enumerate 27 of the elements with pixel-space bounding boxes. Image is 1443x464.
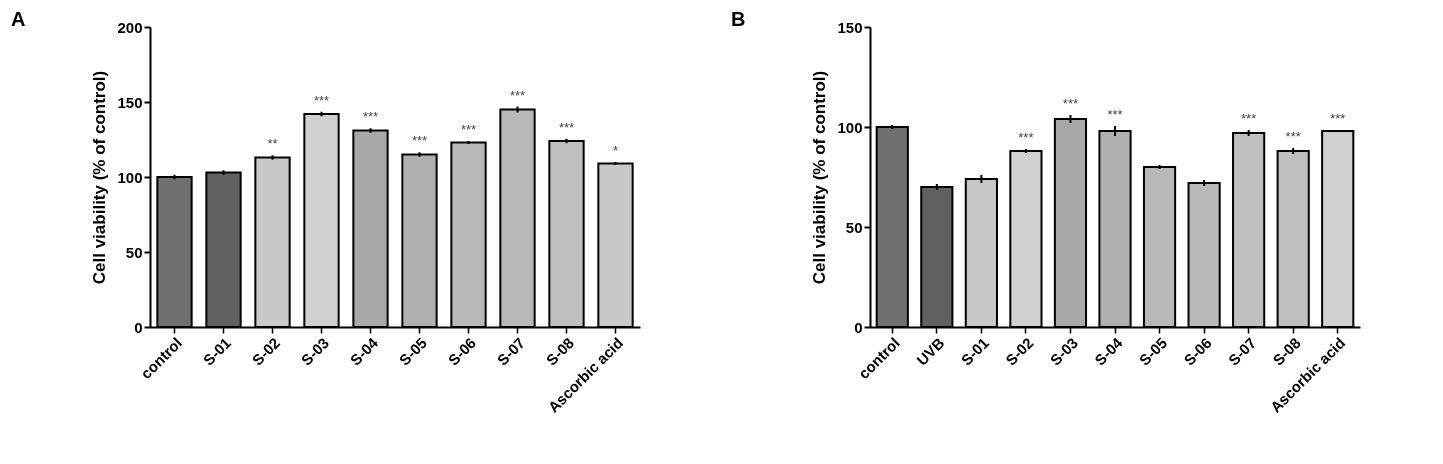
annotation: *** — [1018, 130, 1034, 145]
annotation: * — [612, 143, 619, 158]
annotation: *** — [509, 87, 526, 103]
y-tick-label: 150 — [117, 93, 143, 111]
chart-title: A — [10, 8, 26, 30]
y-tick-label: 200 — [117, 18, 143, 36]
y-tick-label: 150 — [837, 18, 863, 36]
annotation: *** — [1107, 107, 1123, 122]
y-tick-label: 50 — [845, 218, 863, 236]
y-tick-label: 50 — [125, 243, 143, 261]
y-tick-label: 0 — [854, 318, 863, 336]
annotation: *** — [411, 133, 428, 149]
chart-title: B — [730, 8, 746, 30]
y-tick-label: 100 — [117, 168, 143, 186]
y-axis-title: Cell viability (% of control) — [810, 70, 830, 285]
annotation: *** — [1285, 129, 1301, 144]
annotation: *** — [1330, 111, 1346, 126]
y-tick-label: 100 — [837, 118, 863, 136]
annotation: *** — [558, 119, 575, 135]
annotation: *** — [313, 92, 330, 108]
y-axis-title: Cell viability (% of control) — [90, 70, 110, 285]
annotation: *** — [1062, 96, 1079, 111]
y-tick-label: 0 — [134, 318, 143, 336]
annotation: *** — [1241, 111, 1257, 126]
annotation: *** — [460, 122, 477, 137]
annotation: *** — [362, 109, 379, 125]
annotation: ** — [267, 136, 278, 152]
